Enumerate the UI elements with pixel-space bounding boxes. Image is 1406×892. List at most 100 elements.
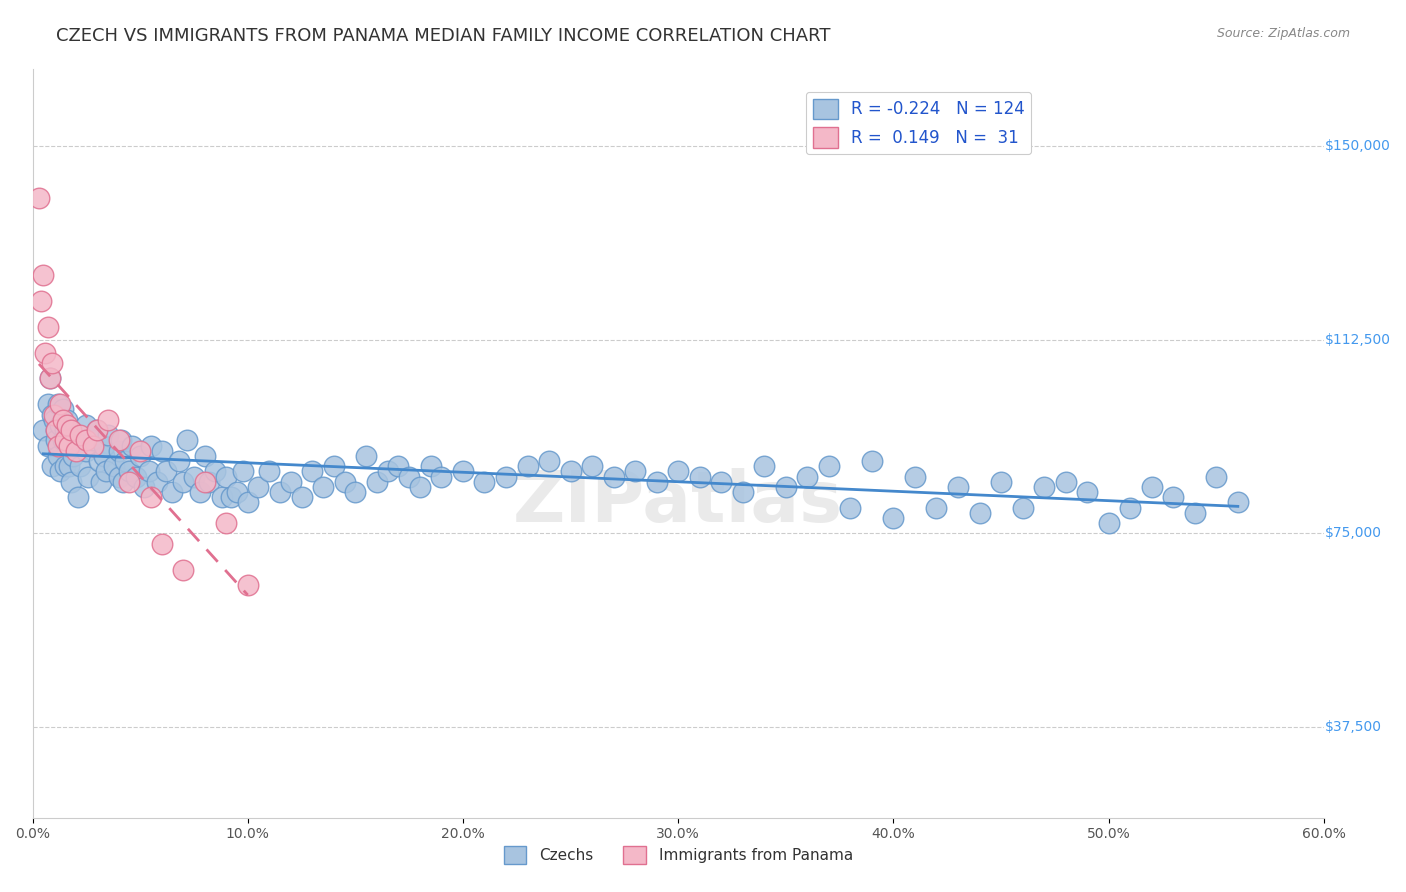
Point	[354, 449, 377, 463]
Point	[37, 397, 59, 411]
Point	[107, 443, 129, 458]
Point	[322, 459, 344, 474]
Point	[1205, 469, 1227, 483]
Point	[162, 485, 184, 500]
Point	[56, 417, 79, 432]
Point	[34, 345, 56, 359]
Point	[495, 469, 517, 483]
Point	[45, 423, 67, 437]
Point	[107, 434, 129, 448]
Point	[45, 423, 67, 437]
Point	[53, 459, 76, 474]
Text: Source: ZipAtlas.com: Source: ZipAtlas.com	[1216, 27, 1350, 40]
Point	[666, 465, 689, 479]
Point	[269, 485, 291, 500]
Point	[1033, 480, 1056, 494]
Legend: R = -0.224   N = 124, R =  0.149   N =  31: R = -0.224 N = 124, R = 0.149 N = 31	[806, 92, 1032, 154]
Point	[110, 434, 132, 448]
Point	[82, 439, 104, 453]
Point	[146, 475, 169, 489]
Point	[118, 475, 141, 489]
Point	[65, 443, 87, 458]
Point	[290, 491, 312, 505]
Point	[125, 469, 148, 483]
Point	[97, 428, 120, 442]
Point	[198, 475, 221, 489]
Point	[818, 459, 841, 474]
Point	[377, 465, 399, 479]
Point	[46, 449, 69, 463]
Point	[1076, 485, 1098, 500]
Point	[215, 469, 238, 483]
Point	[58, 459, 80, 474]
Point	[41, 459, 63, 474]
Point	[211, 491, 233, 505]
Point	[1140, 480, 1163, 494]
Point	[52, 413, 75, 427]
Point	[419, 459, 441, 474]
Point	[111, 475, 134, 489]
Point	[114, 454, 136, 468]
Point	[1011, 500, 1033, 515]
Point	[90, 475, 112, 489]
Point	[37, 439, 59, 453]
Point	[204, 465, 226, 479]
Point	[75, 417, 97, 432]
Point	[38, 371, 60, 385]
Point	[560, 465, 582, 479]
Point	[86, 423, 108, 437]
Point	[990, 475, 1012, 489]
Point	[624, 465, 647, 479]
Point	[754, 459, 776, 474]
Point	[60, 475, 83, 489]
Text: $112,500: $112,500	[1326, 333, 1391, 347]
Point	[226, 485, 249, 500]
Point	[49, 397, 72, 411]
Point	[103, 459, 125, 474]
Point	[219, 491, 242, 505]
Point	[172, 475, 194, 489]
Point	[839, 500, 862, 515]
Point	[53, 434, 76, 448]
Point	[172, 563, 194, 577]
Point	[155, 465, 177, 479]
Point	[93, 449, 115, 463]
Point	[344, 485, 367, 500]
Point	[139, 439, 162, 453]
Point	[474, 475, 496, 489]
Point	[150, 537, 173, 551]
Point	[32, 423, 55, 437]
Point	[77, 469, 100, 483]
Point	[121, 439, 143, 453]
Point	[280, 475, 302, 489]
Point	[236, 495, 259, 509]
Point	[41, 408, 63, 422]
Point	[69, 459, 91, 474]
Point	[731, 485, 754, 500]
Point	[62, 449, 84, 463]
Point	[925, 500, 948, 515]
Point	[129, 443, 152, 458]
Point	[904, 469, 927, 483]
Point	[602, 469, 624, 483]
Point	[66, 491, 89, 505]
Point	[53, 423, 76, 437]
Point	[65, 434, 87, 448]
Point	[1161, 491, 1184, 505]
Point	[1226, 495, 1249, 509]
Point	[107, 469, 129, 483]
Point	[52, 434, 75, 448]
Point	[538, 454, 561, 468]
Point	[796, 469, 818, 483]
Point	[194, 475, 217, 489]
Point	[58, 439, 80, 453]
Point	[38, 371, 60, 385]
Point	[1119, 500, 1142, 515]
Point	[183, 469, 205, 483]
Point	[138, 465, 160, 479]
Point	[42, 413, 65, 427]
Point	[37, 319, 59, 334]
Point	[775, 480, 797, 494]
Point	[41, 356, 63, 370]
Point	[516, 459, 538, 474]
